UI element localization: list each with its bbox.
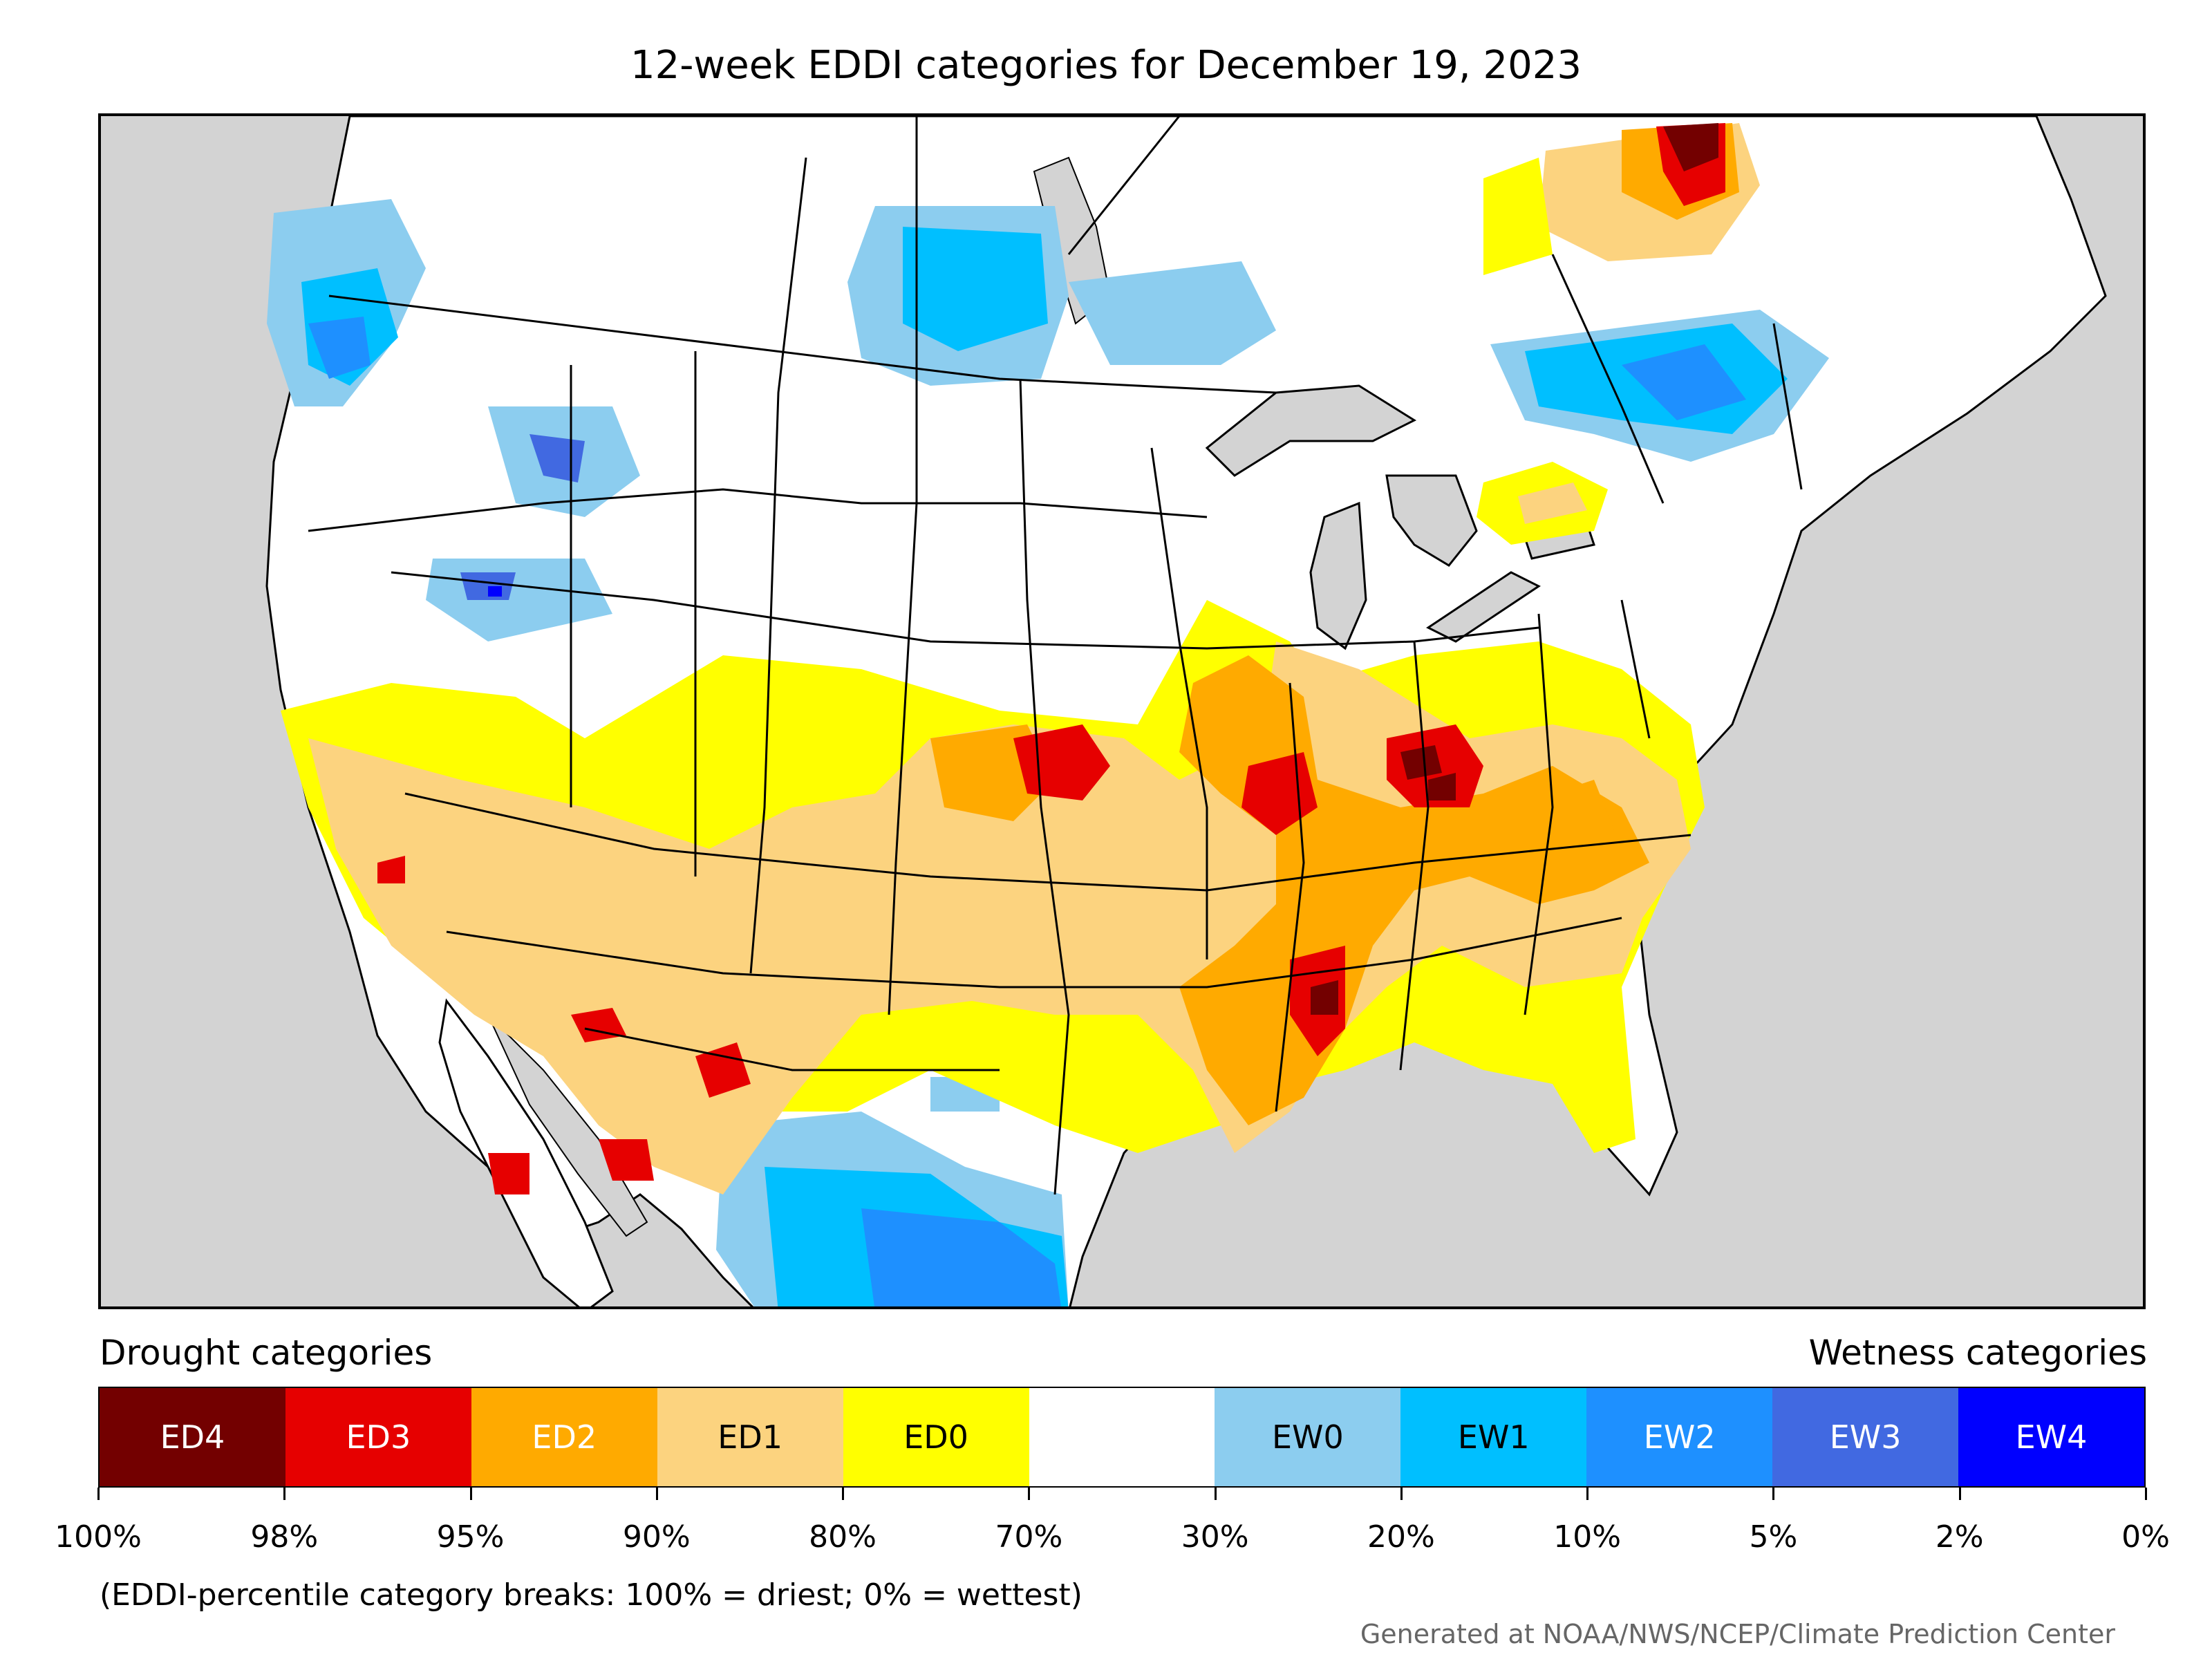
drought-categories-heading: Drought categories: [100, 1333, 433, 1373]
colorbar-tick-label: 10%: [1553, 1519, 1622, 1555]
eddi-fills: [267, 123, 1829, 1306]
lake-huron: [1385, 474, 1478, 567]
colorbar-tick: [842, 1488, 845, 1500]
colorbar-tick-label: 95%: [436, 1519, 505, 1555]
colorbar-cell-ew4: EW4: [1958, 1388, 2144, 1486]
colorbar-tick: [469, 1488, 472, 1500]
gulf-of-california: [487, 1014, 648, 1237]
credit-line: Generated at NOAA/NWS/NCEP/Climate Predi…: [1360, 1619, 2115, 1649]
colorbar-cell-ew0: EW0: [1215, 1388, 1401, 1486]
map-canvas: [265, 116, 2107, 1306]
colorbar-tick-label: 0%: [2121, 1519, 2170, 1555]
colorbar-cell-ed0: ED0: [843, 1388, 1029, 1486]
colorbar-ticks: [97, 1488, 2147, 1501]
lake-superior: [1205, 384, 1417, 477]
wetness-categories-heading: Wetness categories: [1808, 1333, 2147, 1373]
colorbar-label: ED1: [718, 1418, 783, 1456]
colorbar-tick: [2145, 1488, 2147, 1500]
colorbar-cell-normal: [1029, 1388, 1215, 1486]
colorbar-tick: [1400, 1488, 1403, 1500]
borders: [308, 116, 1803, 1195]
colorbar-cell-ed4: ED4: [100, 1388, 285, 1486]
colorbar-label: EW0: [1271, 1418, 1344, 1456]
colorbar-tick: [1772, 1488, 1775, 1500]
colorbar-label: EW4: [2015, 1418, 2088, 1456]
colorbar-tick: [1586, 1488, 1589, 1500]
colorbar-tick: [1028, 1488, 1031, 1500]
colorbar-tick-label: 70%: [995, 1519, 1063, 1555]
colorbar-cell-ew1: EW1: [1400, 1388, 1587, 1486]
colorbar-tick-label: 90%: [622, 1519, 691, 1555]
colorbar-tick: [1214, 1488, 1217, 1500]
colorbar-label: EW3: [1829, 1418, 1902, 1456]
eddi-map: [98, 113, 2146, 1309]
colorbar-label: EW1: [1457, 1418, 1530, 1456]
colorbar-label: ED3: [346, 1418, 411, 1456]
colorbar-tick-label: 100%: [55, 1519, 142, 1555]
colorbar-tick-label: 2%: [1935, 1519, 1984, 1555]
colorbar-label: ED4: [160, 1418, 225, 1456]
colorbar-tick-label: 98%: [250, 1519, 319, 1555]
map-title: 12-week EDDI categories for December 19,…: [630, 43, 1582, 88]
colorbar-tick-label: 20%: [1367, 1519, 1435, 1555]
colorbar-tick: [283, 1488, 286, 1500]
colorbar-label: ED2: [532, 1418, 597, 1456]
colorbar-cell-ew3: EW3: [1772, 1388, 1959, 1486]
colorbar-tick: [655, 1488, 658, 1500]
colorbar-tick-label: 80%: [809, 1519, 877, 1555]
lake-michigan: [1309, 501, 1367, 650]
category-breaks-footnote: (EDDI-percentile category breaks: 100% =…: [100, 1577, 1082, 1613]
colorbar-label: EW2: [1643, 1418, 1716, 1456]
colorbar-label: ED0: [903, 1418, 968, 1456]
colorbar-cell-ed2: ED2: [471, 1388, 657, 1486]
colorbar-cell-ew2: EW2: [1586, 1388, 1773, 1486]
colorbar-tick: [97, 1488, 100, 1500]
colorbar-cell-ed1: ED1: [657, 1388, 843, 1486]
colorbar-cell-ed3: ED3: [285, 1388, 471, 1486]
colorbar-tick-label: 30%: [1181, 1519, 1249, 1555]
colorbar-tick: [1958, 1488, 1961, 1500]
colorbar-tick-label: 5%: [1749, 1519, 1798, 1555]
category-colorbar: ED4 ED3 ED2 ED1 ED0 EW0 EW1 EW2 EW3 EW4: [98, 1387, 2146, 1488]
